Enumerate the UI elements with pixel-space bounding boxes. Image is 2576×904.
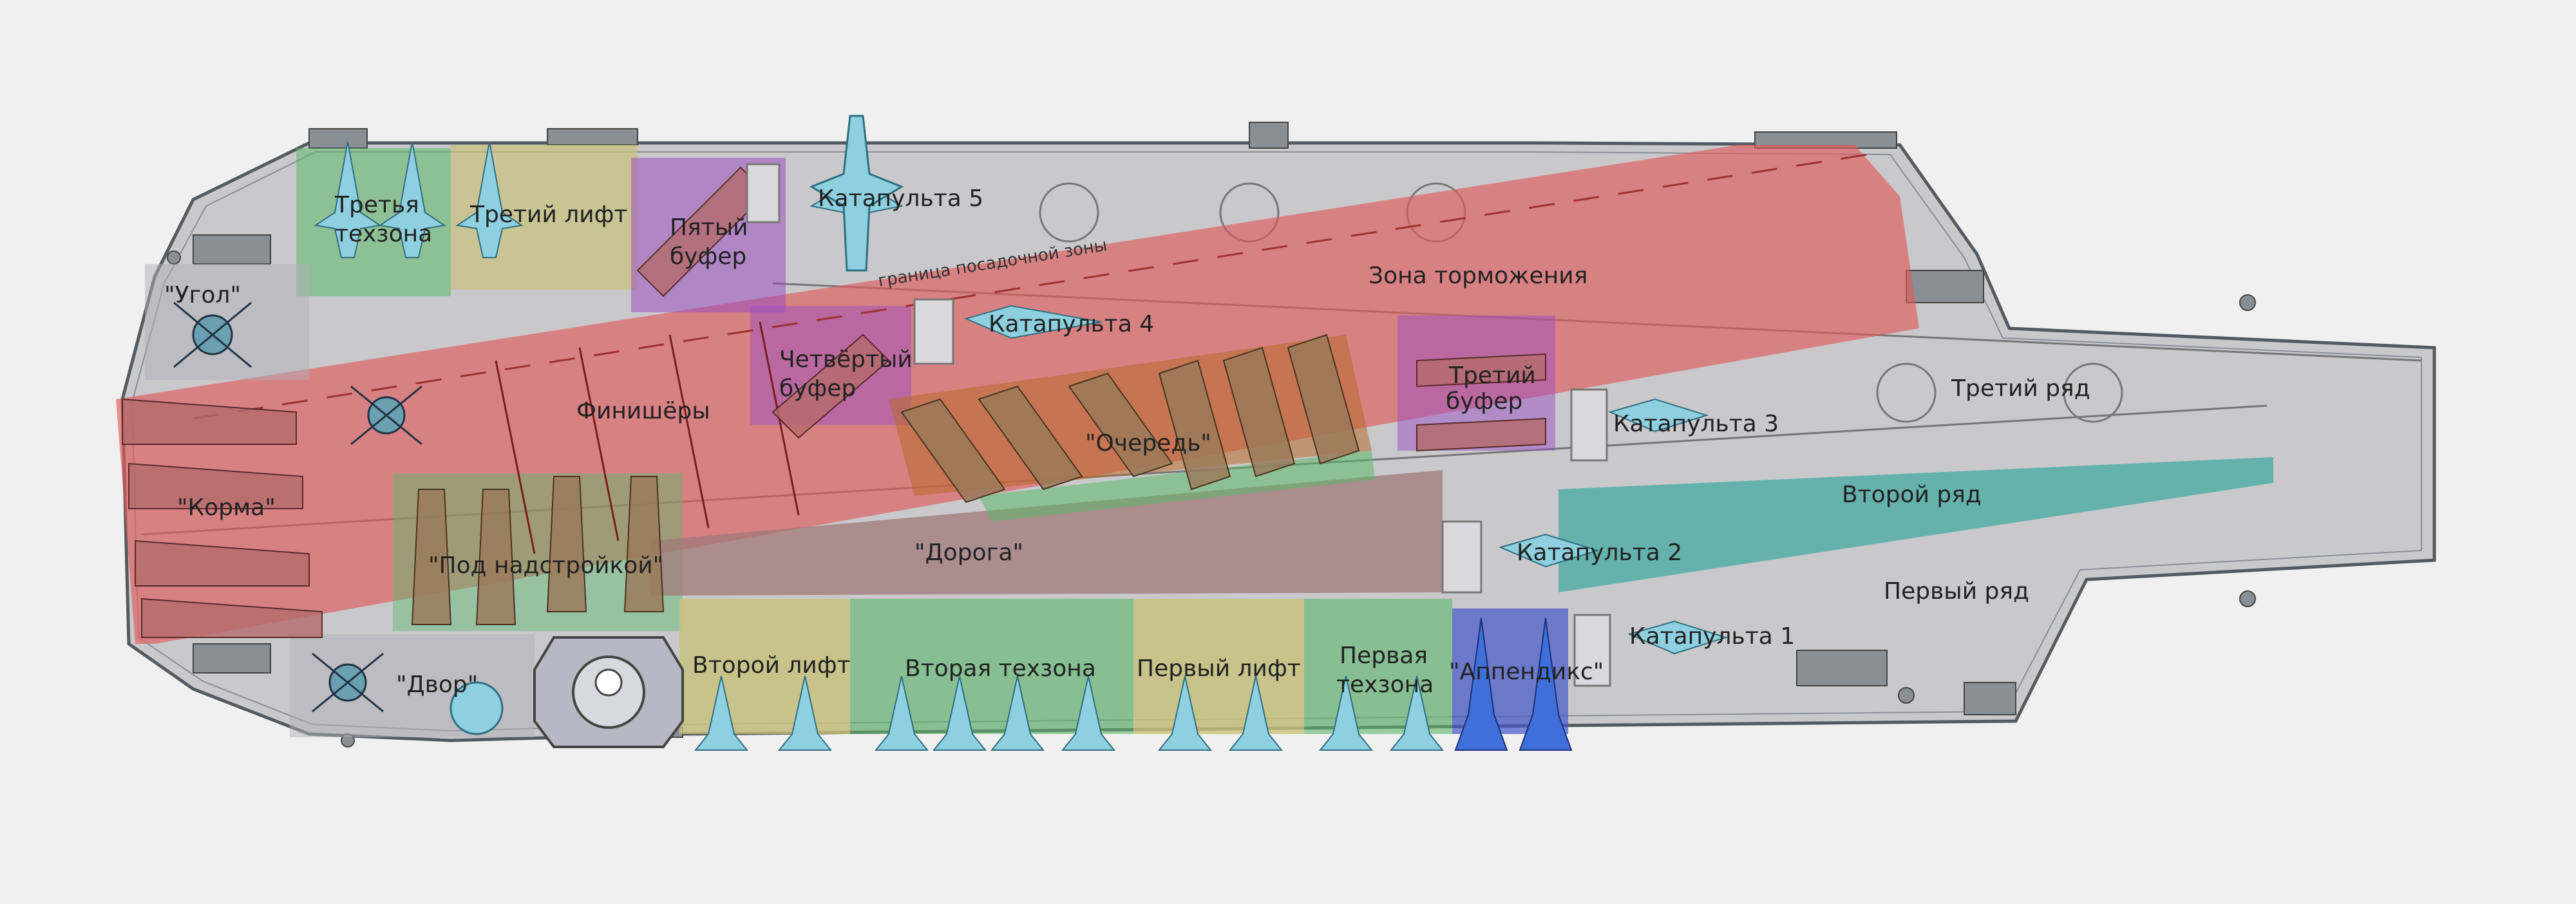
first-techzone-area <box>1304 599 1452 734</box>
fighter-icon <box>1389 675 1444 751</box>
aircraft-layer <box>122 115 1728 751</box>
label-third-techzone-1: Третья <box>334 192 419 218</box>
fighter-icon <box>874 675 929 751</box>
label-third-row: Третий ряд <box>1951 375 2090 402</box>
label-second-row: Второй ряд <box>1842 482 1982 508</box>
label-fourth-buffer-2: буфер <box>779 375 856 402</box>
label-appendix: "Аппендикс" <box>1449 659 1604 685</box>
fighter-icon <box>455 141 524 258</box>
fighter-icon <box>777 675 833 751</box>
stern-aircraft-icon <box>135 540 310 587</box>
label-second-techzone: Вторая техзона <box>905 655 1096 682</box>
label-first-lift: Первый лифт <box>1137 655 1301 682</box>
label-first-techzone-2: техзона <box>1336 672 1434 698</box>
fighter-icon <box>1454 617 1508 751</box>
label-catapult-4: Катапульта 4 <box>989 311 1154 337</box>
bomber-icon <box>1158 359 1231 491</box>
fighter-icon <box>1519 617 1573 751</box>
bomber-icon <box>546 476 587 612</box>
fighter-icon <box>1627 620 1728 655</box>
bomber-icon <box>1068 372 1173 478</box>
label-corner: "Угол" <box>164 282 241 308</box>
buffer-aircraft-icon <box>772 334 890 439</box>
bomber-icon <box>411 489 452 625</box>
bomber-icon <box>623 476 665 612</box>
label-road: "Дорога" <box>914 540 1023 566</box>
bomber-icon <box>978 385 1083 491</box>
label-catapult-5: Катапульта 5 <box>818 185 983 212</box>
bomber-icon <box>1222 346 1296 478</box>
buffer-aircraft-icon <box>1416 353 1546 388</box>
label-yard: "Двор" <box>396 672 478 698</box>
fighter-icon <box>1318 675 1374 751</box>
catapult-5-aircraft-icon <box>809 115 904 272</box>
bomber-icon <box>1287 334 1360 465</box>
island-superstructure <box>533 636 684 748</box>
label-third-buffer-2: буфер <box>1446 388 1522 415</box>
label-fourth-buffer-1: Четвёртый <box>779 346 913 373</box>
label-under-superstructure: "Под надстройкой" <box>428 552 663 579</box>
fighter-icon <box>1499 533 1600 568</box>
buffer-aircraft-icon <box>1416 417 1546 452</box>
label-queue: "Очередь" <box>1085 430 1211 457</box>
yard-aircraft-icon <box>450 681 504 735</box>
second-lift-area <box>679 599 850 734</box>
lift-markers <box>746 163 1611 687</box>
fighter-icon <box>1061 675 1116 751</box>
label-second-lift: Второй лифт <box>692 652 851 679</box>
label-fifth-buffer-1: Пятый <box>670 214 748 241</box>
fighter-icon <box>1608 398 1709 433</box>
fighter-icon <box>314 141 382 258</box>
second-row-area <box>1558 457 2273 592</box>
fighter-icon <box>932 675 987 751</box>
fighter-icon <box>990 675 1045 751</box>
stern-aircraft-icon <box>122 398 297 445</box>
bomber-icon <box>475 489 516 625</box>
fighter-icon <box>378 141 446 258</box>
label-third-lift: Третий лифт <box>469 202 627 228</box>
label-third-buffer-1: Третий <box>1448 363 1536 389</box>
fighter-icon <box>1228 675 1283 751</box>
fighter-icon <box>964 305 1102 339</box>
label-catapult-2: Катапульта 2 <box>1517 540 1682 566</box>
bomber-icon <box>900 398 1006 504</box>
label-finishers: Финишёры <box>576 398 710 424</box>
label-fifth-buffer-2: буфер <box>670 243 746 270</box>
fighter-icon <box>1157 675 1213 751</box>
label-catapult-1: Катапульта 1 <box>1629 623 1795 650</box>
first-lift-area <box>1133 599 1304 734</box>
label-braking-zone: Зона торможения <box>1368 263 1587 289</box>
label-catapult-3: Катапульта 3 <box>1613 411 1779 437</box>
landing-centerline <box>193 153 1868 420</box>
label-first-row: Первый ряд <box>1884 578 2029 605</box>
stern-aircraft-icon <box>141 598 323 638</box>
label-stern: "Корма" <box>177 494 276 521</box>
stern-aircraft-icon <box>128 462 303 509</box>
label-first-techzone-1: Первая <box>1340 643 1428 669</box>
road-area <box>650 470 1443 596</box>
hull-details <box>167 122 2256 748</box>
label-third-techzone-2: техзона <box>335 221 432 247</box>
fighter-icon <box>694 675 749 751</box>
